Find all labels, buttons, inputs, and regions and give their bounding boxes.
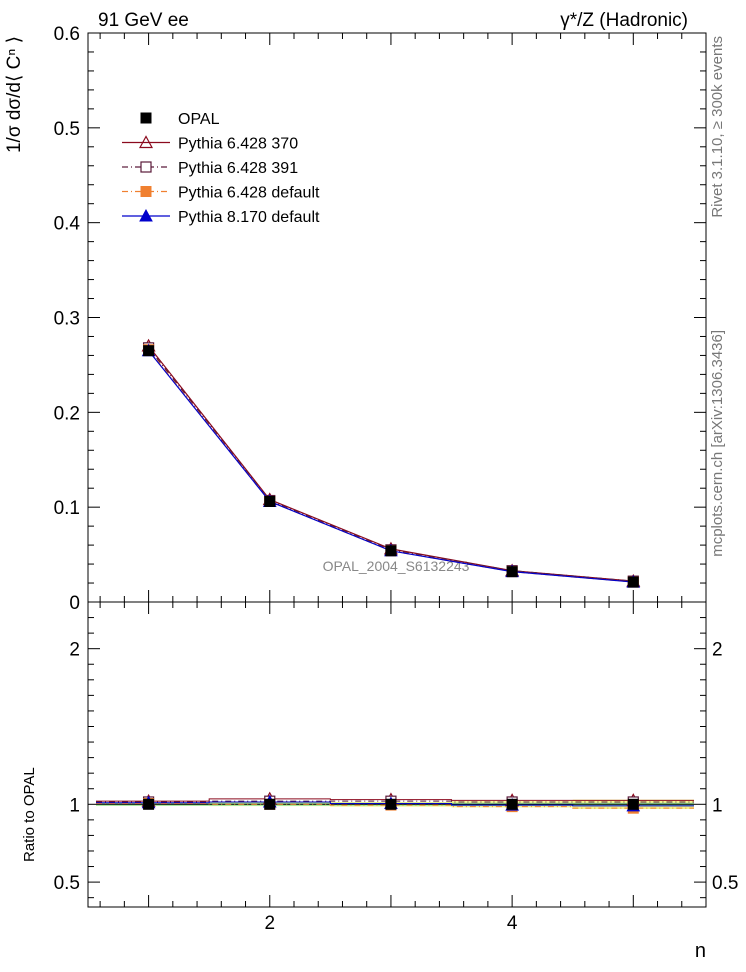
legend-label: OPAL	[178, 111, 220, 128]
ratio-ytick-label-left: 1	[69, 795, 80, 816]
main-ytick-label: 0.6	[54, 24, 80, 45]
main-ytick-label: 0.1	[54, 498, 80, 519]
ratio-xtick-label: 2	[264, 913, 275, 934]
ratio-reference-point	[506, 798, 518, 810]
main-panel: 0 0.1 0.2 0.3 0.4 0.5 0.6 OPAL_2004_S6132243 OPA…	[54, 24, 707, 614]
main-ytick-label: 0.5	[54, 119, 80, 140]
main-ytick-label: 0.3	[54, 309, 80, 330]
ratio-reference-point	[264, 798, 276, 810]
ratio-xlabel: n	[695, 940, 706, 962]
ratio-xtick-label: 4	[507, 913, 518, 934]
main-data-point	[627, 576, 639, 588]
main-ytick-label: 0.4	[54, 214, 81, 235]
legend-marker	[138, 135, 154, 149]
header-right: γ*/Z (Hadronic)	[560, 10, 688, 31]
ratio-reference-point	[385, 798, 397, 810]
analysis-watermark: OPAL_2004_S6132243	[323, 558, 470, 574]
main-ytick-label: 0.2	[54, 403, 80, 424]
legend-label: Pythia 6.428 391	[178, 160, 298, 177]
ratio-reference-point	[627, 798, 639, 810]
ratio-ytick-label-left: 0.5	[54, 873, 80, 894]
ratio-reference-point	[143, 798, 155, 810]
mcplots-label: mcplots.cern.ch [arXiv:1306.3436]	[709, 330, 726, 557]
ratio-ytick-label-right: 1	[712, 795, 723, 816]
ratio-ytick-label-right: 0.5	[712, 873, 738, 894]
main-ylabel: 1/σ dσ/d⟨ Cⁿ ⟩	[4, 36, 25, 153]
main-data-point	[143, 345, 155, 357]
main-data-point	[264, 495, 276, 507]
ratio-series-line	[96, 803, 694, 809]
header-left: 91 GeV ee	[98, 10, 189, 31]
legend-marker	[139, 208, 153, 222]
legend-marker	[140, 112, 152, 124]
main-ytick-label: 0	[69, 593, 80, 614]
legend-label: Pythia 8.170 default	[178, 209, 320, 226]
legend-label: Pythia 6.428 370	[178, 136, 298, 153]
ratio-panel: 0.5 0.5 1 1 2 2 2 4	[54, 601, 738, 934]
ratio-ylabel: Ratio to OPAL	[21, 767, 38, 862]
main-data-point	[385, 545, 397, 557]
ratio-ytick-label-left: 2	[69, 640, 80, 661]
legend-label: Pythia 6.428 default	[178, 185, 320, 202]
ratio-ytick-label-right: 2	[712, 640, 723, 661]
ratio-series-line	[96, 798, 694, 802]
rivet-label: Rivet 3.1.10, ≥ 300k events	[709, 36, 726, 218]
legend-marker	[140, 186, 152, 197]
main-data-point	[506, 566, 518, 578]
ratio-frame	[87, 601, 707, 908]
legend-marker	[140, 161, 152, 173]
